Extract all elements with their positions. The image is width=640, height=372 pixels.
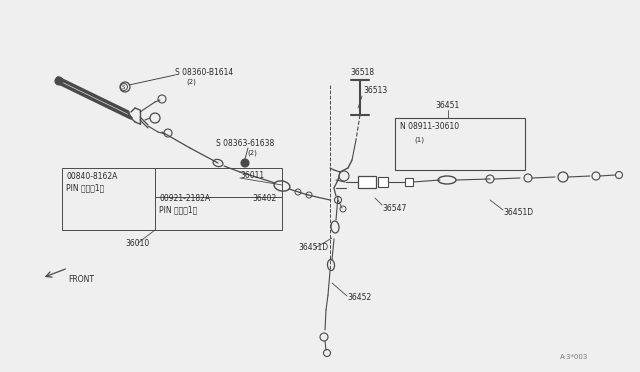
Text: N 08911-30610: N 08911-30610 — [400, 122, 459, 131]
Circle shape — [55, 77, 63, 85]
Text: 00921-2182A: 00921-2182A — [159, 193, 210, 202]
Bar — [395, 118, 525, 170]
Text: 36010: 36010 — [126, 238, 150, 247]
Text: PIN ピン（1）: PIN ピン（1） — [159, 205, 197, 215]
Text: S 08360-B1614: S 08360-B1614 — [175, 67, 233, 77]
Bar — [62, 168, 282, 230]
Text: S: S — [121, 84, 125, 90]
Text: S 08363-61638: S 08363-61638 — [216, 138, 274, 148]
Text: FRONT: FRONT — [68, 276, 94, 285]
Text: 36518: 36518 — [350, 67, 374, 77]
Text: 36451: 36451 — [436, 100, 460, 109]
Bar — [378, 177, 388, 187]
Text: 36547: 36547 — [382, 203, 406, 212]
Bar — [358, 176, 376, 188]
Text: 36451D: 36451D — [503, 208, 533, 217]
Text: 36402: 36402 — [252, 193, 276, 202]
Text: 36452: 36452 — [347, 294, 371, 302]
Bar — [405, 178, 413, 186]
Text: (2): (2) — [186, 79, 196, 85]
Text: 36451D: 36451D — [298, 244, 328, 253]
Circle shape — [241, 159, 249, 167]
Text: PIN ピン（1）: PIN ピン（1） — [66, 183, 104, 192]
Text: 00840-8162A: 00840-8162A — [66, 171, 117, 180]
Text: (1): (1) — [414, 137, 424, 143]
Text: A·3*003: A·3*003 — [560, 354, 588, 360]
Text: 36011: 36011 — [240, 170, 264, 180]
Text: (2): (2) — [247, 150, 257, 156]
Text: 36513: 36513 — [363, 86, 387, 94]
